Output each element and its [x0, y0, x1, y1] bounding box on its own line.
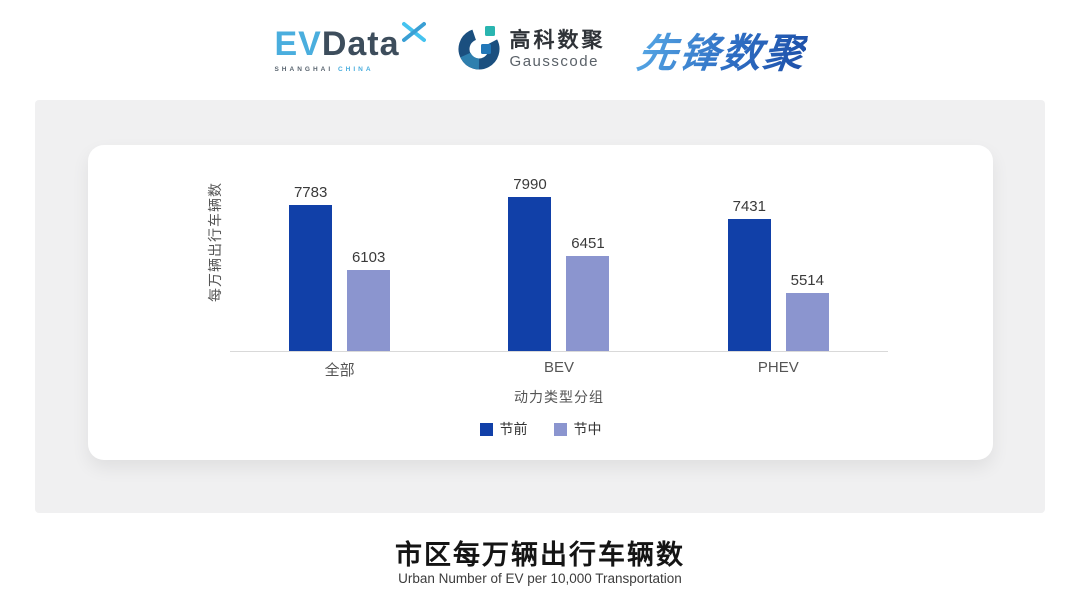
legend-item-节中: 节中	[553, 419, 602, 439]
x-category-全部: 全部	[324, 362, 355, 379]
evdata-shanghai-text: SHANGHAI	[274, 66, 334, 73]
gausscode-cn-text: 高科数聚	[509, 29, 606, 53]
x-category-PHEV: PHEV	[757, 359, 799, 376]
bar-节前-全部	[289, 205, 333, 351]
logo-header: EV Data SHANGHAI CHINA	[0, 16, 1080, 84]
gausscode-text: 高科数聚 Gausscode	[510, 29, 606, 70]
legend-label: 节中	[573, 421, 602, 437]
gausscode-en-text: Gausscode	[509, 53, 599, 71]
page-title: 市区每万辆出行车辆数	[395, 540, 685, 570]
evdata-china-text: CHINA	[337, 66, 374, 73]
bar-value-label: 6451	[571, 235, 605, 252]
evdata-data-text: Data	[321, 25, 400, 63]
plot-area: 7783 6103 7990 6451 7431 5514	[230, 145, 888, 352]
bar-group-BEV: 7990 6451	[449, 145, 668, 351]
bar-column: 7783	[289, 184, 333, 351]
bar-column: 6103	[347, 249, 391, 351]
page-subtitle: Urban Number of EV per 10,000 Transporta…	[398, 571, 682, 586]
bar-value-label: 7783	[293, 184, 328, 201]
bar-value-label: 7990	[513, 176, 547, 193]
y-axis-label: 每万辆出行车辆数	[207, 182, 223, 302]
pioneer-logo: 先锋数聚	[633, 21, 809, 79]
bar-节前-BEV	[508, 197, 552, 351]
bar-value-label: 7431	[732, 198, 766, 215]
bar-column: 7431	[727, 198, 771, 351]
bar-节前-PHEV	[727, 219, 771, 351]
gausscode-g-icon	[456, 25, 502, 76]
bar-节中-PHEV	[785, 293, 829, 351]
x-category-BEV: BEV	[543, 359, 574, 376]
bar-column: 7990	[508, 176, 552, 351]
bar-节中-BEV	[566, 256, 610, 351]
legend: 节前 节中	[88, 419, 993, 439]
x-axis-label: 动力类型分组	[514, 389, 604, 405]
bar-value-label: 5514	[790, 272, 824, 289]
legend-swatch-icon	[553, 422, 567, 436]
bar-节中-全部	[347, 270, 391, 351]
bar-group-PHEV: 7431 5514	[669, 145, 888, 351]
gausscode-logo: 高科数聚 Gausscode	[456, 25, 606, 76]
evdata-ev-text: EV	[274, 25, 322, 63]
chart-panel: 每万辆出行车辆数 7783 6103 7990 6451 7431 5514 全部 BEV P…	[35, 100, 1045, 513]
bar-column: 5514	[785, 272, 829, 351]
bar-group-全部: 7783 6103	[230, 145, 449, 351]
chart-card: 每万辆出行车辆数 7783 6103 7990 6451 7431 5514 全部 BEV P…	[88, 145, 993, 460]
evdata-star-icon	[401, 21, 426, 47]
bar-value-label: 6103	[351, 249, 386, 266]
evdata-subtitle: SHANGHAI CHINA	[274, 66, 373, 73]
legend-swatch-icon	[479, 422, 493, 436]
evdata-wordmark: EV Data	[274, 22, 426, 63]
x-category-row: 全部 BEV PHEV	[230, 359, 888, 380]
legend-item-节前: 节前	[479, 419, 528, 439]
bar-column: 6451	[566, 235, 610, 351]
legend-label: 节前	[499, 421, 528, 437]
evdata-logo: EV Data SHANGHAI CHINA	[274, 22, 426, 73]
